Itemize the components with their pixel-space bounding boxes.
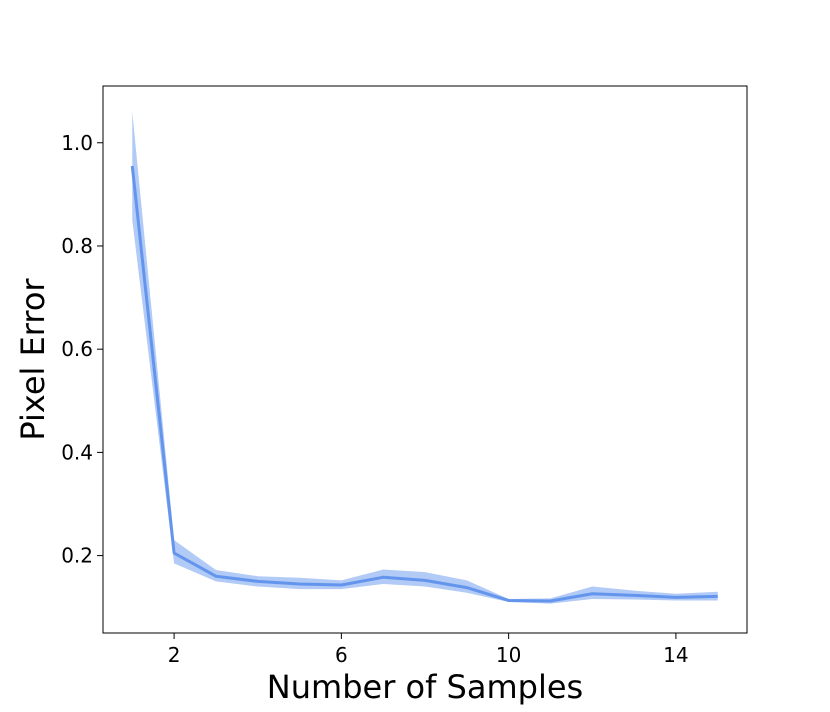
x-axis-ticks: 2 6 10 14: [168, 633, 689, 667]
confidence-band-layer: [132, 111, 718, 604]
x-tick-label: 2: [168, 643, 181, 667]
x-tick-label: 14: [663, 643, 688, 667]
y-axis-label: Pixel Error: [14, 278, 52, 441]
x-tick-label: 6: [335, 643, 348, 667]
y-axis-ticks: 0.2 0.4 0.6 0.8 1.0: [61, 131, 103, 568]
x-tick-label: 10: [496, 643, 521, 667]
y-tick-label: 0.8: [61, 234, 93, 258]
x-axis-label: Number of Samples: [267, 668, 583, 706]
y-tick-label: 0.6: [61, 337, 93, 361]
y-tick-label: 0.2: [61, 544, 93, 568]
plot-frame: [102, 85, 748, 634]
series-line-0: [130, 165, 718, 603]
y-tick-label: 1.0: [61, 131, 93, 155]
confidence-band-0: [132, 111, 718, 604]
series-line-layer: [130, 165, 718, 603]
y-tick-label: 0.4: [61, 440, 93, 464]
